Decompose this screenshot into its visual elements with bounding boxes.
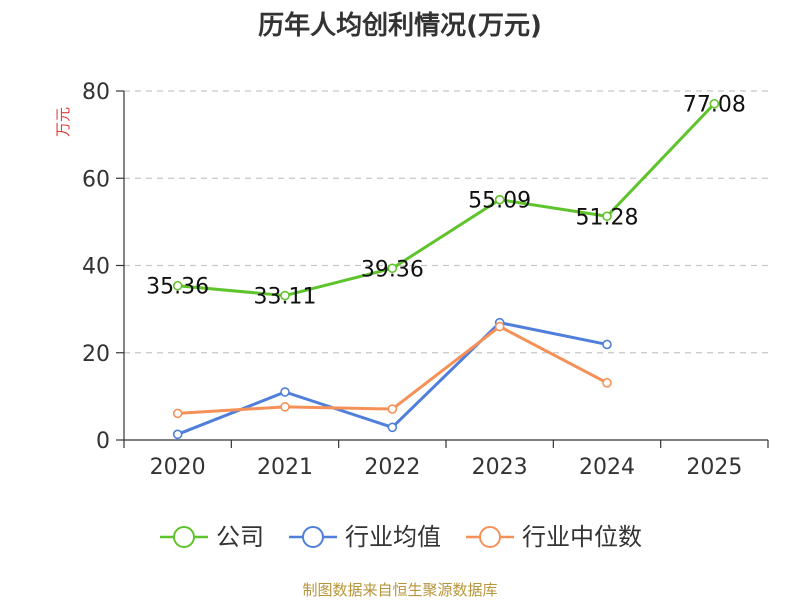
data-point[interactable]	[602, 211, 612, 222]
data-point[interactable]	[602, 378, 612, 388]
data-point[interactable]	[172, 280, 183, 291]
data-point[interactable]	[280, 402, 290, 412]
data-label: 33.11	[254, 285, 317, 310]
legend-label: 公司	[216, 523, 264, 551]
y-tick-label: 40	[82, 255, 110, 280]
legend-swatch-marker	[479, 526, 501, 548]
series-3	[172, 321, 612, 419]
legend-label: 行业中位数	[522, 523, 642, 551]
legend-label: 行业均值	[345, 523, 441, 551]
legend-swatch-marker	[173, 526, 195, 548]
source-note: 制图数据来自恒生聚源数据库	[302, 581, 497, 599]
x-tick-label: 2022	[364, 455, 420, 480]
chart-title: 历年人均创利情况(万元)	[258, 10, 542, 41]
legend-item-3[interactable]: 行业中位数	[466, 523, 642, 551]
series-1: 35.36 33.11 39.36 55.09 51.28 77.08	[146, 93, 746, 310]
y-tick-label: 60	[82, 167, 110, 192]
x-tick-label: 2025	[686, 455, 742, 480]
data-point[interactable]	[387, 422, 398, 433]
series-line	[177, 325, 608, 415]
x-tick-label: 2021	[257, 455, 313, 480]
legend[interactable]: 公司 行业均值 行业中位数	[160, 523, 642, 551]
data-label: 39.36	[361, 257, 424, 282]
data-point[interactable]	[280, 387, 290, 397]
data-label: 55.09	[468, 189, 531, 214]
data-label: 51.28	[576, 205, 639, 230]
y-tick-label: 0	[96, 429, 110, 454]
legend-item-1[interactable]: 公司	[160, 523, 264, 551]
data-label: 35.36	[146, 275, 209, 300]
series-2	[172, 317, 612, 440]
series-line	[177, 102, 716, 298]
y-axis-label: 万元	[54, 107, 72, 137]
legend-item-2[interactable]: 行业均值	[289, 523, 441, 551]
axes: 0 20 40 60 80 2020 2021 2022 2023 2024 2025	[82, 80, 769, 480]
data-label: 77.08	[683, 93, 746, 118]
legend-swatch-marker	[302, 526, 324, 548]
data-point[interactable]	[602, 339, 612, 350]
data-point[interactable]	[280, 290, 290, 301]
x-tick-label: 2020	[150, 455, 206, 480]
data-point[interactable]	[494, 194, 505, 205]
data-point[interactable]	[387, 404, 398, 414]
data-point[interactable]	[172, 429, 183, 440]
y-tick-label: 20	[82, 342, 110, 367]
data-point[interactable]	[172, 408, 183, 419]
data-point[interactable]	[387, 263, 398, 274]
grid-lines	[124, 90, 768, 354]
series-layer: 35.36 33.11 39.36 55.09 51.28 77.08	[146, 93, 746, 440]
data-point[interactable]	[709, 98, 720, 109]
y-tick-label: 80	[82, 80, 110, 105]
data-point[interactable]	[494, 321, 505, 332]
x-tick-label: 2023	[472, 455, 528, 480]
series-line	[177, 321, 608, 436]
x-tick-label: 2024	[579, 455, 635, 480]
